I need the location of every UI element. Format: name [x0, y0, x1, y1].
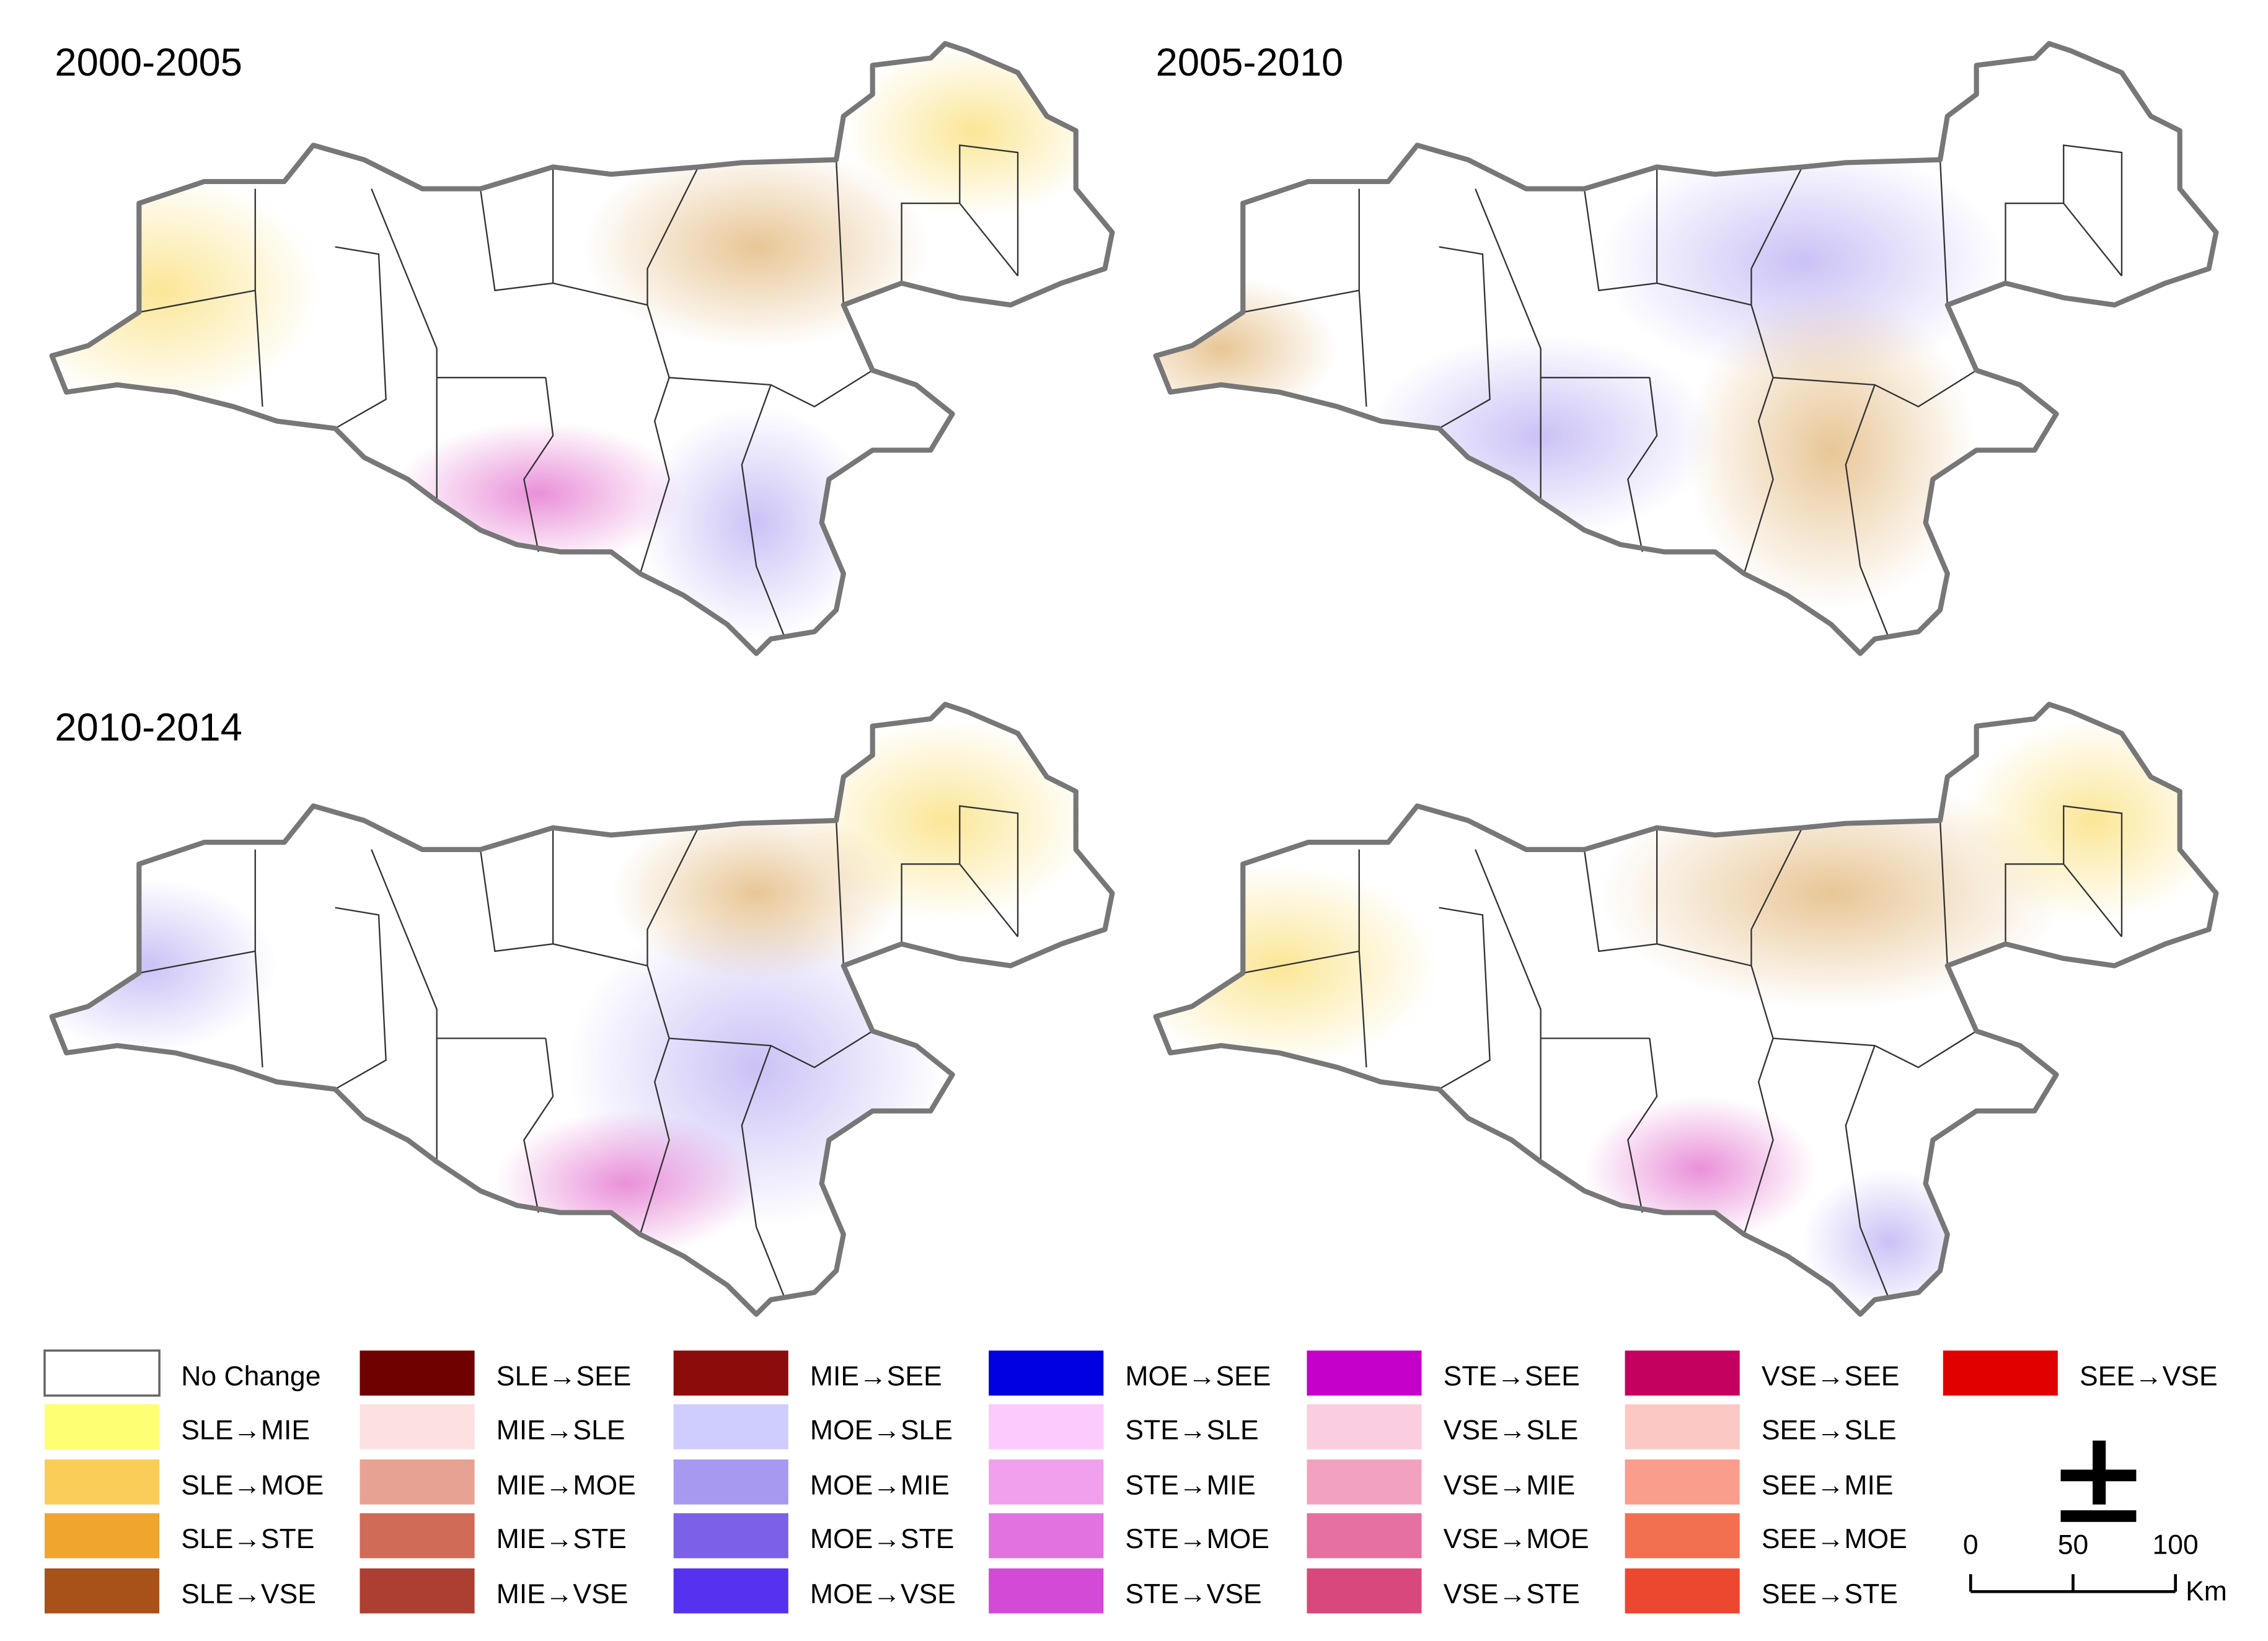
legend-swatch: [989, 1568, 1104, 1614]
legend-swatch: [1625, 1513, 1740, 1559]
legend-label: STE→MIE: [1125, 1470, 1255, 1500]
map-panel: [1105, 43, 2217, 653]
legend-swatch: [1307, 1513, 1422, 1559]
legend-label: SEE→MIE: [1762, 1470, 1894, 1500]
legend-swatch: [1307, 1459, 1422, 1505]
panel-title: 2010-2014: [55, 706, 242, 749]
legend-swatch: [989, 1513, 1104, 1559]
map-panel: [15, 705, 1112, 1314]
legend-swatch: [1625, 1568, 1740, 1614]
panel-title: 2005-2010: [1156, 41, 1344, 84]
legend-label: SLE→MIE: [181, 1415, 310, 1445]
legend-label: MIE→MOE: [496, 1470, 636, 1500]
legend-swatch: [673, 1404, 788, 1450]
legend-swatch: [44, 1459, 160, 1505]
legend-label: VSE→SLE: [1444, 1415, 1579, 1445]
map-fill: [51, 718, 1091, 1257]
legend-swatch: [1625, 1350, 1740, 1396]
legend-swatch: [360, 1513, 475, 1559]
legend-label: SLE→STE: [181, 1524, 314, 1554]
legend-label: STE→VSE: [1125, 1579, 1261, 1609]
legend-label: MIE→VSE: [496, 1579, 629, 1609]
legend-label: SEE→SLE: [1762, 1415, 1897, 1445]
legend-swatch: [1625, 1404, 1740, 1450]
legend-swatch: [360, 1568, 475, 1614]
scale-unit: Km: [2186, 1576, 2227, 1606]
legend-label: MOE→SLE: [810, 1415, 953, 1445]
legend-label: VSE→MIE: [1444, 1470, 1576, 1500]
scale-label: 0: [1963, 1529, 1979, 1560]
legend-swatch: [1943, 1350, 2058, 1396]
legend-label: MOE→VSE: [810, 1579, 956, 1609]
legend-label: MOE→SEE: [1125, 1362, 1271, 1392]
legend: No Change SLE→MIE SLE→MOE SLE→STE SLE→VSE SLE…: [43, 1349, 2218, 1614]
legend-swatch: [43, 1349, 161, 1397]
map-panel: [1119, 705, 2223, 1314]
legend-label: MIE→STE: [496, 1524, 627, 1554]
legend-swatch: [989, 1404, 1104, 1450]
legend-label: MOE→STE: [810, 1524, 955, 1554]
panel-title: 2000-2005: [55, 41, 242, 84]
scale-label: 100: [2153, 1529, 2199, 1560]
legend-swatch: [1307, 1404, 1422, 1450]
map-fill: [1155, 718, 2217, 1314]
legend-swatch: [360, 1404, 475, 1450]
legend-swatch: [44, 1404, 160, 1450]
legend-swatch: [989, 1350, 1104, 1396]
legend-swatch: [989, 1459, 1104, 1505]
legend-label: SEE→MOE: [1762, 1524, 1907, 1554]
legend-swatch: [673, 1350, 788, 1396]
legend-swatch: [673, 1568, 788, 1614]
legend-label: VSE→SEE: [1762, 1362, 1900, 1392]
legend-label: VSE→MOE: [1444, 1524, 1589, 1554]
scale-bar: 0 50 100 Km: [1963, 1529, 2227, 1606]
legend-label: MIE→SLE: [496, 1415, 625, 1445]
legend-label: STE→SEE: [1444, 1362, 1580, 1392]
north-arrow: [2060, 1440, 2137, 1522]
legend-label: VSE→STE: [1444, 1579, 1580, 1609]
legend-label: SLE→VSE: [181, 1579, 316, 1609]
legend-label: SEE→STE: [1762, 1579, 1898, 1609]
legend-swatch: [44, 1568, 160, 1614]
map-panel: [1, 43, 1113, 653]
scale-label: 50: [2058, 1529, 2089, 1560]
legend-swatch: [673, 1513, 788, 1559]
legend-label: MIE→SEE: [810, 1362, 942, 1392]
legend-label: MOE→MIE: [810, 1470, 950, 1500]
legend-label: SLE→MOE: [181, 1470, 324, 1500]
legend-label: SEE→VSE: [2080, 1362, 2218, 1392]
legend-label: SLE→SEE: [496, 1362, 632, 1392]
legend-swatch: [360, 1350, 475, 1396]
legend-swatch: [360, 1459, 475, 1505]
legend-swatch: [1307, 1350, 1422, 1396]
legend-swatch: [1307, 1568, 1422, 1614]
legend-swatch: [44, 1513, 160, 1559]
legend-label: STE→MOE: [1125, 1524, 1269, 1554]
legend-label: No Change: [181, 1362, 320, 1392]
legend-swatch: [673, 1459, 788, 1505]
legend-label: STE→SLE: [1125, 1415, 1258, 1445]
legend-swatch: [1625, 1459, 1740, 1505]
